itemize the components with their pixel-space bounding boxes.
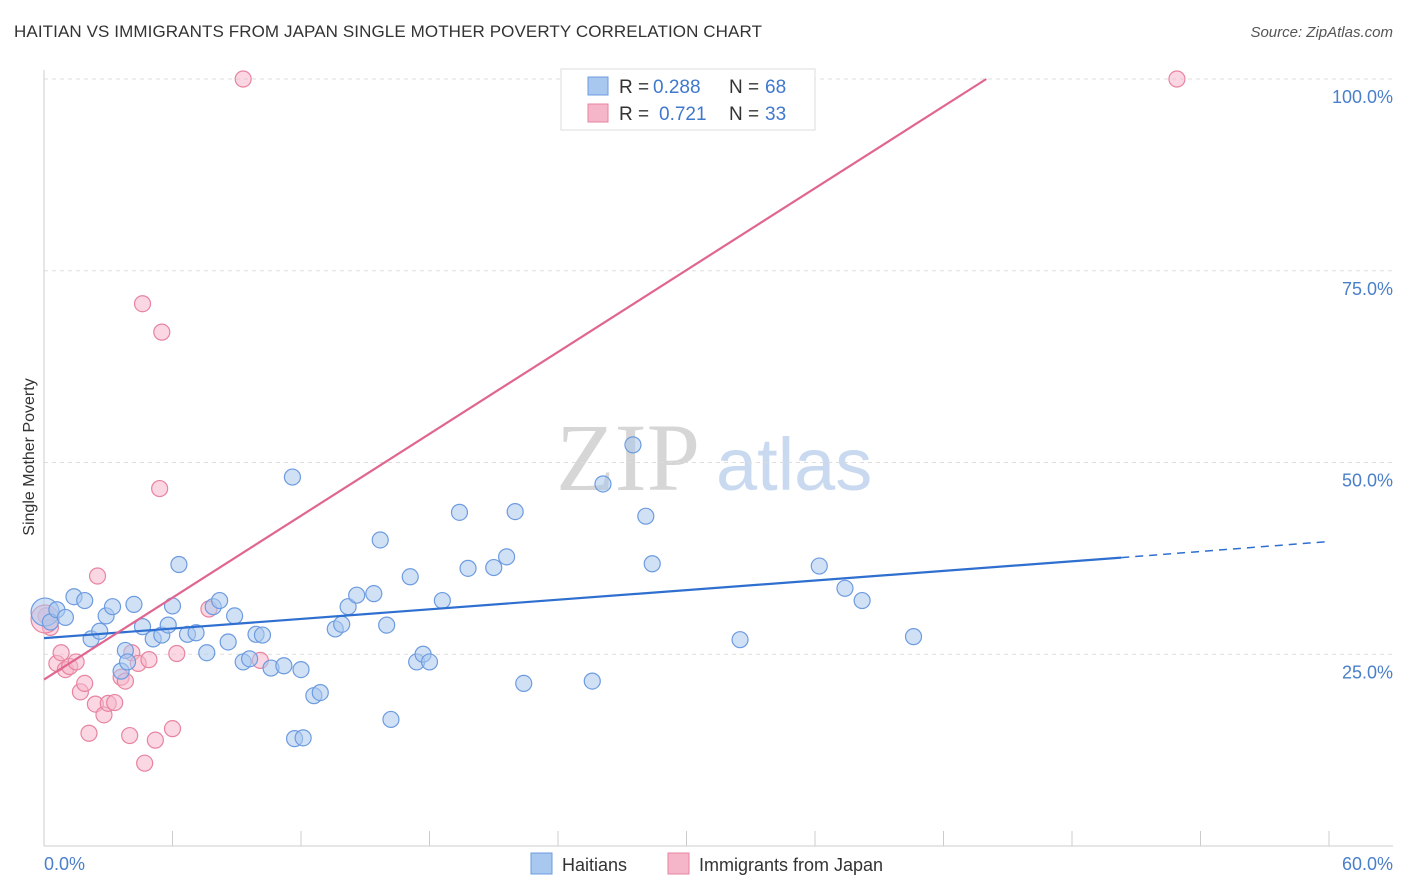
- japan-point: [106, 693, 124, 712]
- legend-n-value-blue: 68: [765, 77, 786, 98]
- japan-trend-line: [43, 78, 987, 681]
- haitian-point: [170, 555, 188, 574]
- haitian-point: [371, 531, 389, 549]
- japan-point: [121, 726, 139, 745]
- legend-n-label-blue: N =: [729, 77, 759, 98]
- haitian-point: [56, 608, 75, 627]
- y-tick-labels: 25.0% 50.0% 75.0% 100.0%: [1332, 87, 1393, 682]
- japan-point: [153, 323, 171, 341]
- chart-title: HAITIAN VS IMMIGRANTS FROM JAPAN SINGLE …: [14, 22, 763, 41]
- haitian-point: [637, 507, 655, 525]
- haitians-trend-line: [43, 556, 1122, 640]
- haitian-point: [226, 607, 244, 625]
- japan-point: [136, 754, 154, 772]
- haitian-point: [241, 650, 259, 668]
- series-legend: Haitians Immigrants from Japan: [530, 852, 883, 875]
- legend-n-value-pink: 33: [765, 104, 786, 125]
- haitian-point: [583, 672, 601, 690]
- haitian-point: [382, 710, 400, 729]
- legend-r-value-pink: 0.721: [659, 104, 707, 125]
- legend-r-label-pink: R =: [619, 104, 649, 125]
- y-tick-label-50: 50.0%: [1342, 471, 1393, 491]
- axes: [43, 70, 1393, 847]
- series-legend-swatch-japan: [667, 852, 690, 875]
- haitian-point: [125, 595, 143, 613]
- haitian-point: [275, 657, 293, 675]
- haitian-point: [365, 585, 383, 603]
- japan-point: [163, 720, 182, 738]
- haitian-point: [594, 475, 612, 493]
- haitian-point: [198, 644, 216, 662]
- legend-swatch-blue: [587, 76, 609, 96]
- haitian-point: [103, 598, 122, 616]
- japan-point: [151, 479, 169, 498]
- japan-point: [146, 731, 164, 749]
- haitian-point: [836, 579, 854, 597]
- haitian-point: [333, 615, 351, 633]
- haitian-point: [810, 557, 828, 575]
- haitian-point: [515, 674, 533, 692]
- legend-r-value-blue: 0.288: [653, 77, 701, 98]
- haitians-trend-extension: [1121, 540, 1330, 559]
- series-legend-label-japan: Immigrants from Japan: [699, 855, 883, 875]
- grid-lines: [44, 78, 1393, 655]
- haitian-point: [118, 653, 137, 671]
- haitian-point: [253, 626, 272, 644]
- source-label: Source: ZipAtlas.com: [1250, 24, 1393, 41]
- haitian-point: [211, 591, 229, 610]
- japan-point: [76, 674, 94, 692]
- legend-swatch-pink: [587, 103, 609, 123]
- haitian-point: [294, 729, 312, 747]
- haitian-point: [283, 468, 302, 486]
- haitian-point: [485, 558, 503, 577]
- haitian-point: [459, 559, 477, 577]
- japan-point: [168, 644, 186, 663]
- watermark-atlas: atlas: [716, 423, 872, 506]
- haitian-point: [159, 616, 177, 634]
- haitian-point: [904, 628, 923, 646]
- haitian-point: [187, 624, 205, 642]
- haitian-point: [401, 568, 419, 586]
- series-haitians: [30, 436, 923, 748]
- haitian-point: [624, 436, 642, 454]
- series-legend-swatch-haitians: [530, 852, 553, 875]
- haitian-point: [498, 548, 516, 566]
- haitian-point: [853, 591, 871, 610]
- y-axis-label: Single Mother Poverty: [21, 378, 38, 535]
- haitian-point: [311, 683, 329, 702]
- japan-point: [1168, 70, 1186, 88]
- japan-point: [88, 567, 107, 585]
- japan-point: [133, 295, 152, 313]
- japan-point: [234, 70, 252, 88]
- y-tick-label-25: 25.0%: [1342, 662, 1393, 682]
- legend-n-label-pink: N =: [729, 104, 759, 125]
- y-tick-label-100: 100.0%: [1332, 87, 1393, 107]
- y-tick-label-75: 75.0%: [1342, 279, 1393, 299]
- haitian-point: [506, 502, 524, 521]
- x-ticks: [43, 831, 1330, 846]
- x-tick-label-min: 0.0%: [44, 854, 85, 874]
- haitian-point: [76, 591, 94, 610]
- japan-point: [67, 653, 85, 671]
- haitian-point: [643, 555, 661, 573]
- haitian-point: [219, 633, 237, 651]
- haitian-point: [420, 653, 439, 671]
- haitian-point: [292, 660, 310, 679]
- correlation-legend: R = 0.288 N = 68 R = 0.721 N = 33: [560, 68, 816, 131]
- haitian-point: [433, 591, 451, 610]
- watermark-zip: ZIP: [556, 404, 700, 511]
- x-tick-label-max: 60.0%: [1342, 854, 1393, 874]
- haitian-point: [91, 622, 109, 640]
- haitian-point: [450, 503, 469, 521]
- haitian-point: [378, 616, 396, 634]
- series-legend-label-haitians: Haitians: [562, 855, 627, 875]
- legend-r-label-blue: R =: [619, 77, 649, 98]
- trend-lines: [43, 78, 1330, 681]
- japan-point: [80, 724, 98, 742]
- haitian-point: [731, 631, 749, 649]
- japan-point: [140, 651, 158, 669]
- haitian-point: [348, 586, 366, 604]
- japan-point: [52, 644, 70, 662]
